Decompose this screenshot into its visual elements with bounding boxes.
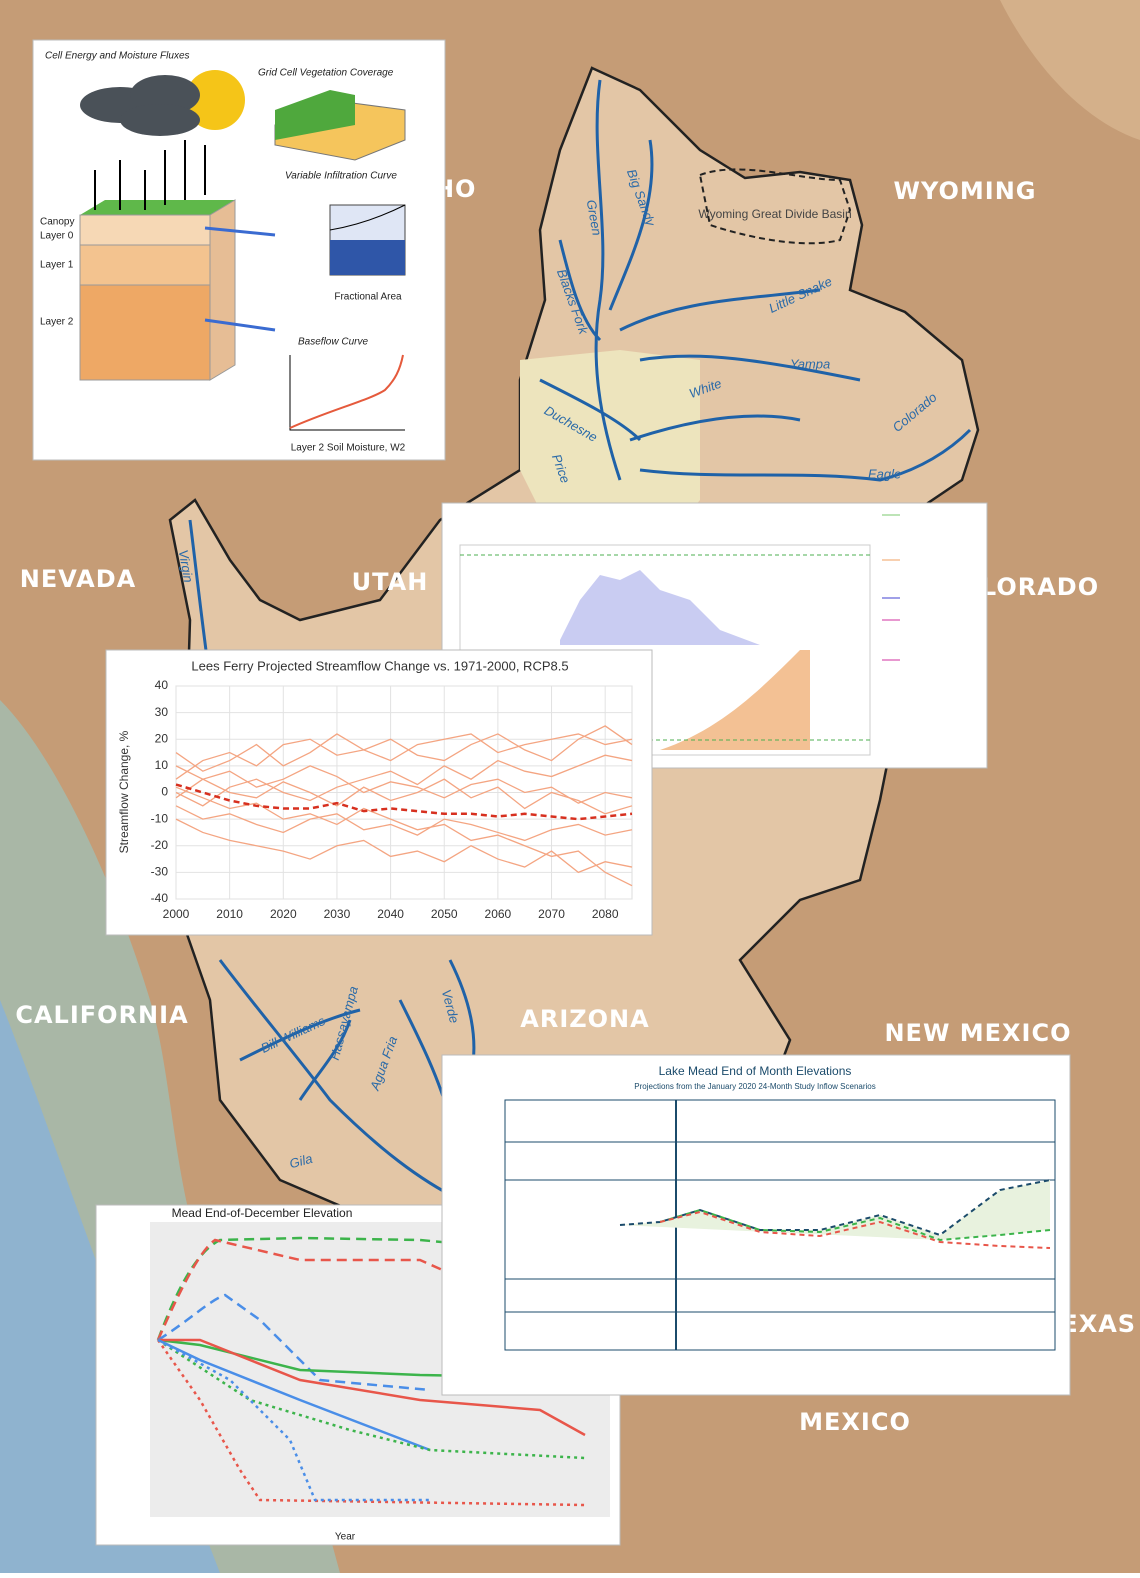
x-tick-label: 2000: [163, 907, 190, 921]
area: [560, 570, 760, 645]
series-line: [175, 786, 633, 887]
state-label: ARIZONA: [520, 1005, 649, 1033]
vegetation-block: [275, 90, 355, 140]
river: [629, 414, 801, 442]
state-label: NEVADA: [20, 565, 137, 593]
y-tick-label: 10: [155, 758, 169, 772]
layer: [79, 244, 211, 286]
river: [298, 1019, 352, 1101]
chart-title: Lake Mead End of Month Elevations: [659, 1064, 852, 1078]
sun: [185, 70, 245, 130]
ocean: [0, 1000, 220, 1573]
y-axis-label: Streamflow Change, %: [117, 730, 131, 853]
state-label: UTAH: [352, 568, 429, 596]
legend-swatches: [882, 514, 900, 661]
basin-label: Wyoming Great Divide Basin: [698, 207, 851, 221]
x-axis-label: Year: [335, 1532, 356, 1543]
canopy: [80, 200, 235, 215]
diagram-label: Grid Cell Vegetation Coverage: [258, 68, 394, 79]
series-line: [175, 725, 633, 772]
layer: [79, 214, 211, 246]
block-side: [209, 199, 236, 381]
river: [558, 239, 602, 342]
x-tick-label: 2060: [485, 907, 512, 921]
flux-arrows: [94, 140, 206, 210]
series-line: [175, 778, 633, 815]
diagram-title: Cell Energy and Moisture Fluxes: [45, 51, 190, 62]
lines: [156, 1236, 591, 1507]
axis-label: Layer 2 Soil Moisture, W2: [291, 443, 406, 454]
chart-title: Mead End-of-December Elevation: [172, 1206, 353, 1220]
series-line: [175, 765, 633, 804]
x-tick-label: 2080: [592, 907, 619, 921]
river-label: Yampa: [790, 356, 830, 371]
x-tick-label: 2050: [431, 907, 458, 921]
y-tick-label: -30: [151, 865, 169, 879]
x-tick-label: 2040: [377, 907, 404, 921]
river: [239, 1008, 361, 1062]
range-area: [620, 1180, 1050, 1240]
state-label: WYOMING: [894, 177, 1037, 205]
y-tick-label: -10: [151, 811, 169, 825]
x-tick-label: 2030: [324, 907, 351, 921]
y-tick-label: 30: [155, 705, 169, 719]
river: [594, 79, 622, 481]
layer-label: Layer 2: [40, 317, 74, 328]
layer-label: Canopy: [40, 217, 74, 228]
river-label: Green: [584, 199, 605, 237]
chart-title: Lees Ferry Projected Streamflow Change v…: [191, 658, 568, 673]
x-tick-label: 2070: [538, 907, 565, 921]
curve-fill: [330, 240, 405, 275]
river: [619, 288, 821, 332]
state-label: NEW MEXICO: [884, 1019, 1071, 1047]
y-tick-label: -20: [151, 838, 169, 852]
lines: [619, 1179, 1051, 1249]
river: [539, 378, 642, 442]
diagram-label: Baseflow Curve: [298, 337, 368, 348]
layer-label: Layer 1: [40, 260, 74, 271]
divide-basin-outline: [698, 168, 852, 245]
x-tick-label: 2010: [216, 907, 243, 921]
series-line: [175, 733, 633, 780]
mead-month-chart: Lake Mead End of Month Elevations Projec…: [441, 1054, 1071, 1396]
river-label: Eagle: [868, 466, 901, 481]
threshold-lines: [505, 1100, 1055, 1350]
diagram-label: Variable Infiltration Curve: [285, 171, 397, 182]
series-line: [175, 818, 633, 874]
lees-ferry-chart: Lees Ferry Projected Streamflow Change v…: [105, 649, 653, 936]
river-label: Gila: [288, 1151, 314, 1171]
layer: [79, 284, 211, 381]
axes: [289, 355, 405, 431]
river: [639, 428, 972, 482]
series-line: [175, 783, 633, 821]
runoff-arrows: [204, 226, 276, 332]
series-line: [175, 805, 633, 842]
clouds: [80, 75, 200, 136]
y-tick-label: -40: [151, 891, 169, 905]
rivers: [188, 79, 972, 1202]
y-tick-label: 20: [155, 731, 169, 745]
vic-diagram: Cell Energy and Moisture Fluxes Canopy L…: [32, 39, 446, 461]
chart-subtitle: Projections from the January 2020 24-Mon…: [634, 1082, 875, 1091]
series-line: [175, 754, 633, 807]
x-tick-label: 2020: [270, 907, 297, 921]
curve: [329, 204, 406, 231]
river-label: Virgin: [176, 549, 197, 584]
river: [218, 959, 461, 1202]
state-label: MEXICO: [799, 1408, 911, 1436]
axis-label: Fractional Area: [334, 292, 402, 303]
y-tick-label: 40: [155, 678, 169, 692]
terrain: [1000, 0, 1140, 140]
river: [608, 139, 654, 311]
state-label: CALIFORNIA: [15, 1001, 188, 1029]
area: [660, 650, 810, 750]
river: [639, 354, 861, 382]
y-tick-label: 0: [161, 785, 168, 799]
curve: [289, 354, 404, 429]
layer-label: Layer 0: [40, 231, 74, 242]
